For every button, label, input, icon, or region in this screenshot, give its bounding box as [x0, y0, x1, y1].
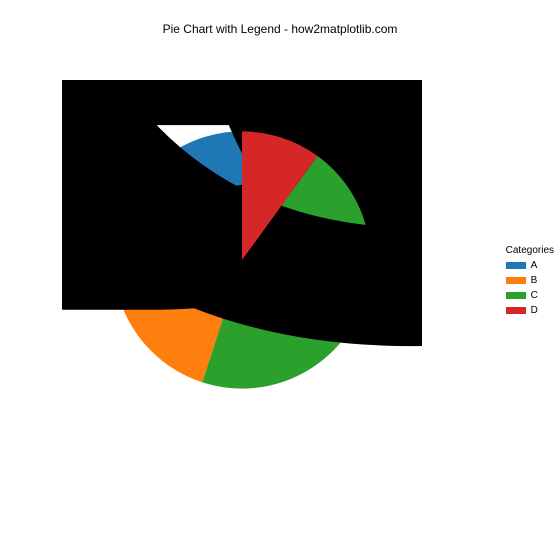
legend-label: C — [531, 290, 538, 301]
legend-swatch — [506, 307, 526, 314]
legend-label: B — [531, 275, 538, 286]
legend: Categories ABCD — [506, 245, 554, 318]
legend-item: C — [506, 288, 554, 303]
slice-outer-label: D — [62, 80, 422, 440]
legend-item: D — [506, 303, 554, 318]
chart-title: Pie Chart with Legend - how2matplotlib.c… — [0, 22, 560, 36]
legend-label: A — [531, 260, 538, 271]
pie-svg: 15.0%A30.0%B45.0%C10.0%D — [62, 80, 422, 440]
legend-swatch — [506, 277, 526, 284]
legend-swatch — [506, 262, 526, 269]
legend-item: A — [506, 258, 554, 273]
legend-swatch — [506, 292, 526, 299]
legend-item: B — [506, 273, 554, 288]
legend-title: Categories — [506, 245, 554, 256]
pie-chart: 15.0%A30.0%B45.0%C10.0%D — [62, 80, 422, 440]
legend-label: D — [531, 305, 538, 316]
